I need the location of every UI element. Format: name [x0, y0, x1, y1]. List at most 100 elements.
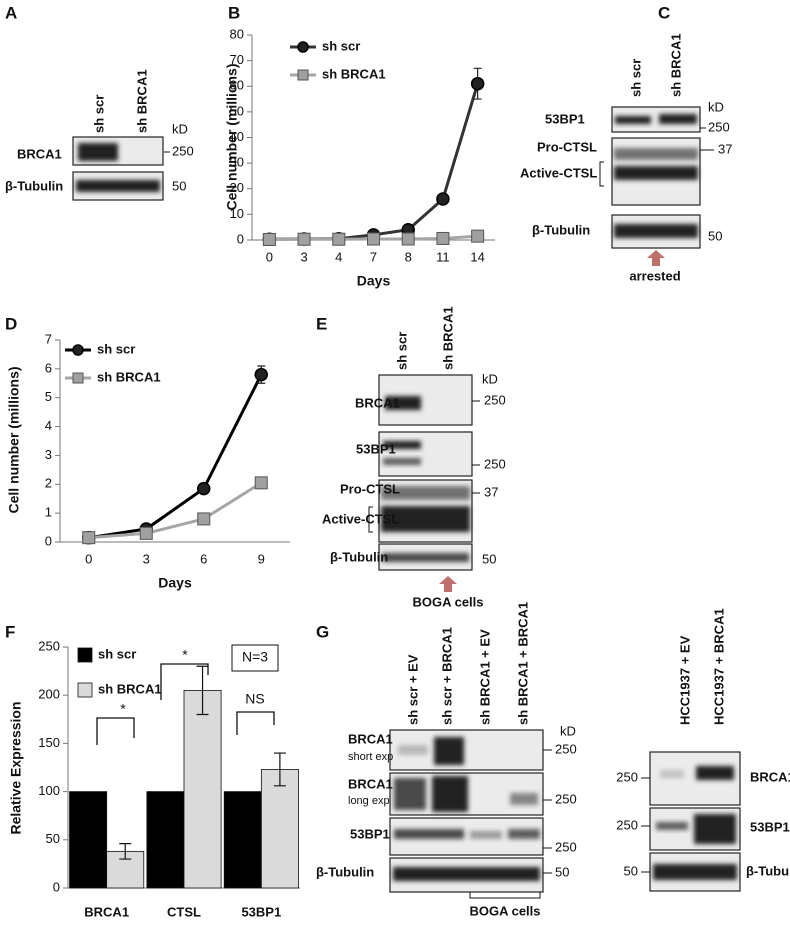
legend-marker: [72, 344, 84, 356]
data-point: [470, 76, 485, 91]
x-tick-label: 7: [370, 249, 377, 264]
legend-label: sh scr: [98, 646, 136, 661]
row-label: Active-CTSL: [520, 165, 597, 180]
x-axis-title: Days: [158, 575, 192, 591]
bracket: [96, 717, 135, 745]
lane-label: sh scr + EV: [405, 654, 420, 725]
band: [382, 553, 469, 562]
y-tick-label: 30: [230, 155, 244, 170]
data-point: [436, 231, 450, 245]
data-point: [254, 476, 268, 490]
row-label: β-Tubulin: [5, 178, 63, 193]
y-tick-label: 5: [45, 389, 52, 404]
bar: [69, 791, 108, 889]
lane-label: HCC1937 + BRCA1: [711, 608, 726, 725]
band: [383, 458, 421, 465]
legend-label: sh scr: [97, 341, 135, 356]
row-label: BRCA1: [750, 769, 790, 784]
row-label: 53BP1: [545, 111, 585, 126]
x-tick-label: 53BP1: [241, 904, 281, 919]
marker-label: 250: [484, 392, 506, 407]
band: [385, 396, 421, 410]
band: [614, 166, 698, 180]
marker-label: 250: [616, 769, 638, 784]
panel-letter: A: [5, 3, 17, 22]
blot-panel-c: C sh scr sh BRCA1 53BP1 Pro-CTSL Active-…: [520, 3, 732, 283]
annotation: N=3: [242, 649, 268, 665]
y-tick-label: 0: [53, 879, 60, 894]
band: [615, 116, 651, 124]
error-bar: [196, 665, 209, 716]
bracket: [469, 892, 541, 899]
band: [381, 486, 470, 500]
marker-label: 250: [555, 839, 577, 854]
legend-label: sh scr: [322, 38, 360, 53]
marker-label: 37: [484, 484, 498, 499]
marker-label: 250: [172, 143, 194, 158]
band: [694, 814, 736, 844]
blot-panel-g: G sh scr + EV sh scr + BRCA1 sh BRCA1 + …: [316, 602, 790, 919]
row-label: Pro-CTSL: [537, 139, 597, 154]
panel-letter: G: [316, 622, 329, 641]
lane-label: HCC1937 + EV: [677, 635, 692, 725]
note: BOGA cells: [412, 594, 483, 609]
data-point: [82, 531, 96, 545]
data-point: [197, 481, 211, 496]
marker-label: 50: [172, 178, 186, 193]
data-point: [332, 232, 346, 246]
lane-label: sh scr: [394, 332, 409, 370]
marker-label: 37: [718, 141, 732, 156]
series-line: [269, 83, 480, 241]
y-tick-label: 60: [230, 78, 244, 93]
panel-letter: B: [228, 3, 240, 22]
y-axis-title: Cell number (millions): [224, 63, 240, 210]
annotation: *: [120, 701, 126, 717]
row-label: BRCA1: [17, 146, 62, 161]
bar: [183, 689, 222, 889]
marker-label: 50: [708, 228, 722, 243]
panel-letter: D: [5, 314, 17, 333]
band: [653, 864, 737, 880]
x-tick-label: 4: [335, 249, 342, 264]
x-tick-label: 3: [300, 249, 307, 264]
y-tick-label: 2: [45, 476, 52, 491]
data-point: [262, 232, 276, 246]
unit-label: kD: [708, 99, 724, 114]
band: [659, 114, 697, 124]
series-line: [88, 373, 263, 540]
panel-letter: E: [316, 314, 327, 333]
panel-letter: F: [5, 622, 15, 641]
row-label: β-Tubulin: [330, 549, 388, 564]
y-tick-label: 20: [230, 180, 244, 195]
marker-label: 50: [624, 863, 638, 878]
band: [398, 745, 428, 755]
y-axis-title: Cell number (millions): [6, 366, 22, 513]
row-label: BRCA1: [348, 731, 393, 746]
y-tick-label: 70: [230, 52, 244, 67]
band: [78, 143, 118, 161]
row-label: β-Tubulin: [316, 864, 374, 879]
row-label: Pro-CTSL: [340, 481, 400, 496]
legend-swatch: [77, 682, 93, 698]
y-tick-label: 250: [38, 638, 60, 653]
lane-label: sh scr + BRCA1: [439, 627, 454, 725]
y-tick-label: 200: [38, 687, 60, 702]
y-axis-title: Relative Expression: [8, 701, 24, 834]
unit-label: kD: [172, 121, 188, 136]
error-bar: [119, 843, 132, 860]
band: [381, 506, 470, 532]
y-tick-label: 4: [45, 418, 52, 433]
y-tick-label: 0: [45, 533, 52, 548]
x-axis-title: Days: [357, 273, 391, 289]
row-sublabel: long exp: [348, 795, 390, 807]
band: [383, 441, 421, 449]
lane-label: sh BRCA1: [134, 69, 149, 133]
data-point: [297, 232, 311, 246]
row-label: BRCA1: [355, 395, 400, 410]
bracket: [368, 506, 373, 533]
x-tick-label: 8: [405, 249, 412, 264]
marker-label: 250: [555, 791, 577, 806]
y-tick-label: 40: [230, 129, 244, 144]
data-point: [401, 232, 415, 246]
